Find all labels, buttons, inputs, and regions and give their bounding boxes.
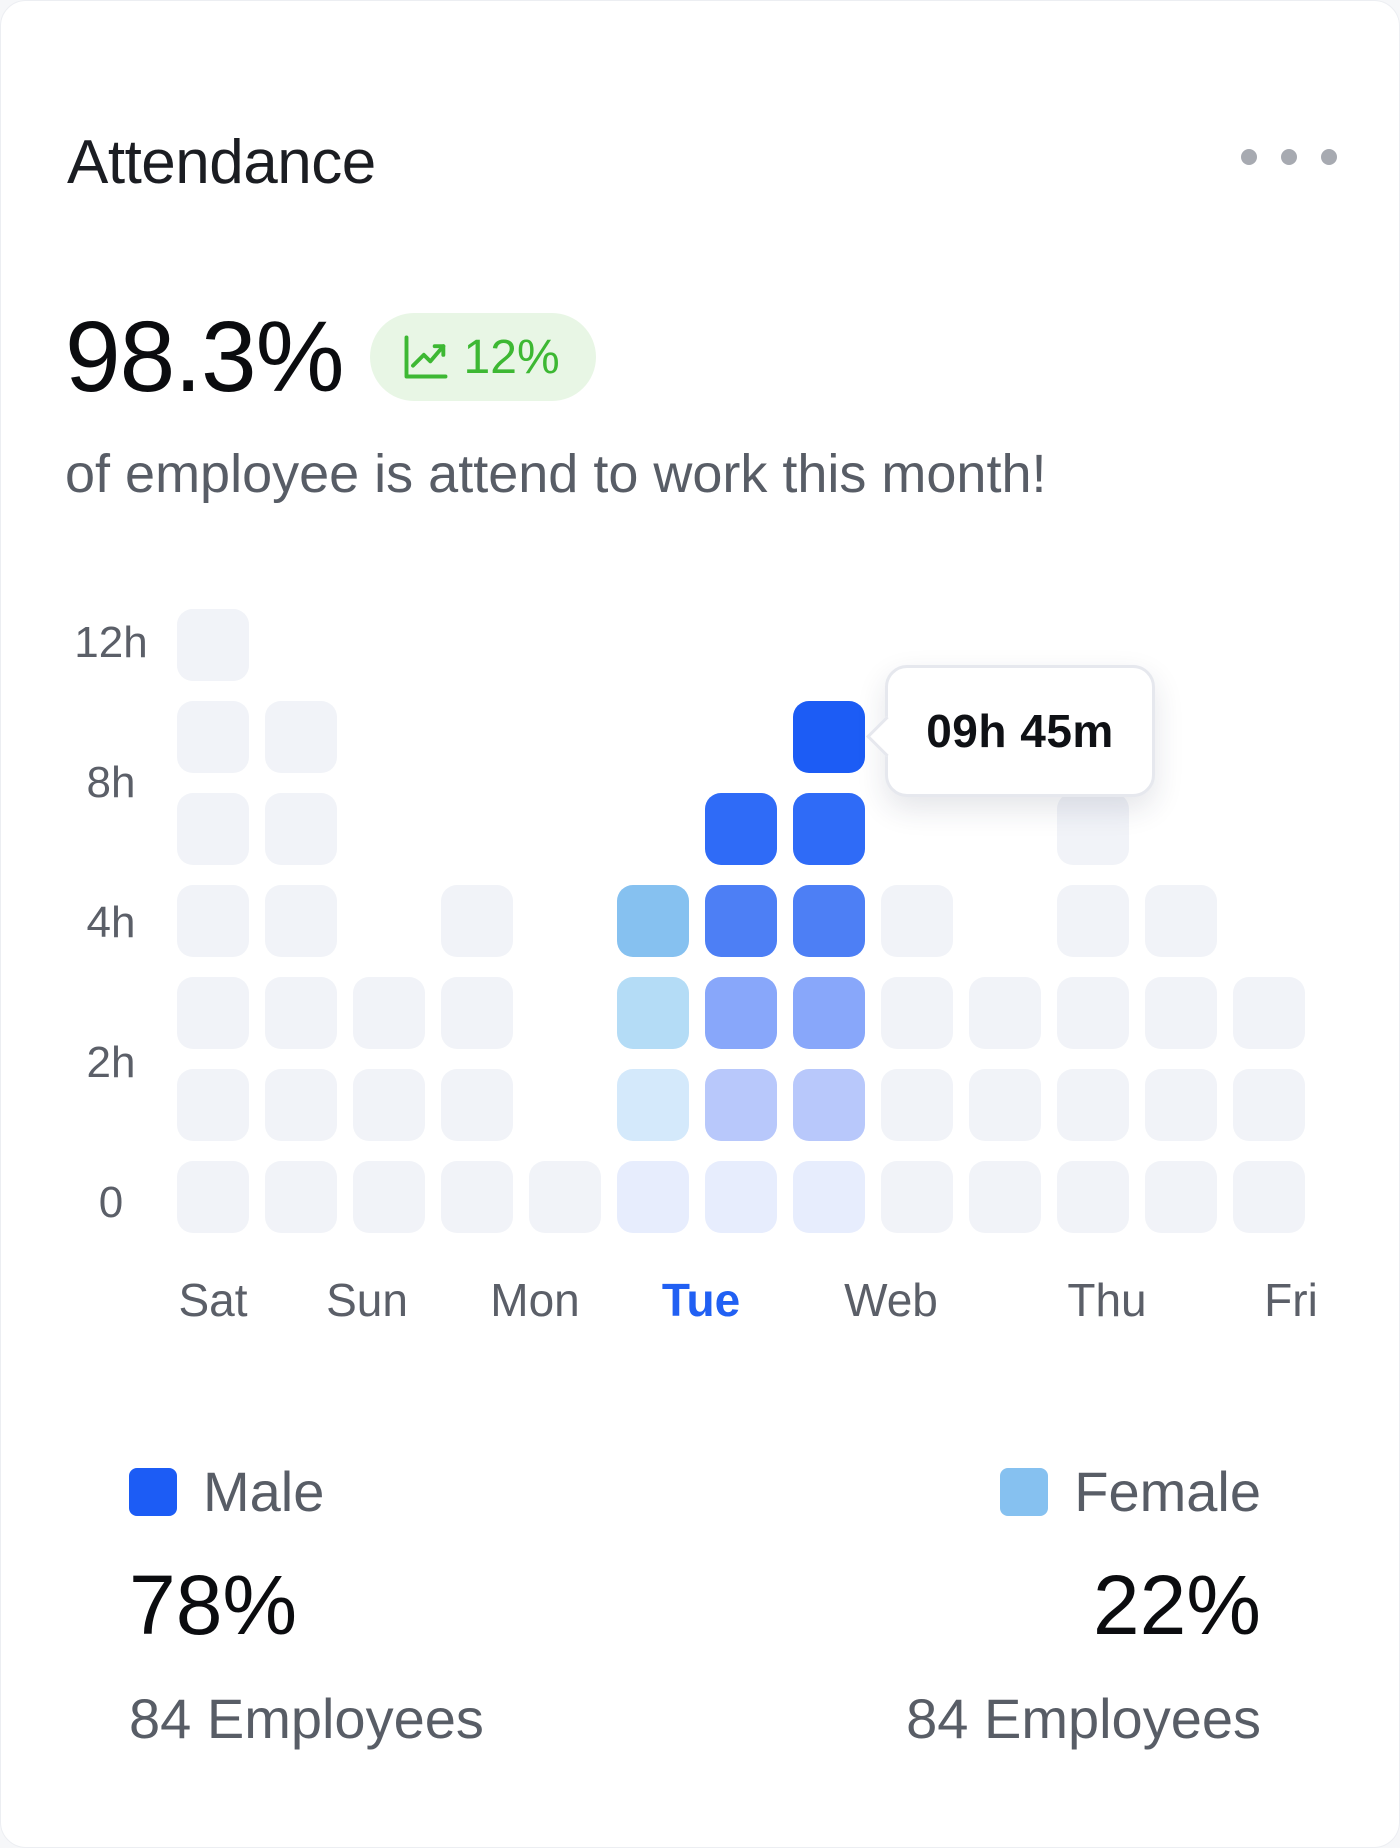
heatmap-cell[interactable] — [1145, 1161, 1217, 1233]
legend-male: Male — [129, 1459, 324, 1524]
heatmap-cell[interactable] — [441, 977, 513, 1049]
y-tick-label: 2h — [86, 1038, 136, 1087]
heatmap-cell[interactable] — [1233, 1069, 1305, 1141]
day-label-tue[interactable]: Tue — [661, 1274, 741, 1326]
heatmap-cell[interactable] — [441, 1069, 513, 1141]
heatmap-cell[interactable] — [177, 793, 249, 865]
heatmap-cell[interactable] — [969, 1161, 1041, 1233]
heatmap-cell[interactable] — [353, 1161, 425, 1233]
male-count: 84 Employees — [129, 1687, 484, 1750]
day-label-sun[interactable]: Sun — [326, 1274, 408, 1326]
heatmap-cell[interactable] — [353, 977, 425, 1049]
heatmap-cell[interactable] — [617, 885, 689, 957]
heatmap-cell[interactable] — [265, 885, 337, 957]
heatmap-cell[interactable] — [793, 885, 865, 957]
attendance-rate: 98.3% — [65, 301, 345, 413]
heatmap-cell[interactable] — [1057, 1161, 1129, 1233]
heatmap-cell[interactable] — [705, 1161, 777, 1233]
heatmap-cell[interactable] — [881, 885, 953, 957]
heatmap-cell[interactable] — [969, 977, 1041, 1049]
y-tick-label: 8h — [86, 758, 136, 807]
card-title: Attendance — [67, 128, 376, 197]
attendance-heatmap: 12h 8h 4h 2h 0 Sat Sun Mon Tue Web Thu Fri — [1, 591, 1400, 1341]
trend-value: 12% — [463, 330, 560, 384]
y-tick-label: 0 — [98, 1178, 124, 1227]
heatmap-cell[interactable] — [1233, 1161, 1305, 1233]
day-label-web[interactable]: Web — [844, 1274, 938, 1326]
heatmap-cell[interactable] — [1057, 977, 1129, 1049]
heatmap-cell[interactable] — [1057, 885, 1129, 957]
attendance-description: of employee is attend to work this month… — [65, 444, 1047, 504]
heatmap-cell[interactable] — [969, 1069, 1041, 1141]
heatmap-cell[interactable] — [1145, 977, 1217, 1049]
y-tick-label: 12h — [74, 618, 148, 667]
heatmap-cell[interactable] — [177, 701, 249, 773]
trend-up-icon — [404, 335, 447, 379]
heatmap-cell[interactable] — [265, 1069, 337, 1141]
heatmap-cell[interactable] — [881, 1161, 953, 1233]
female-count: 84 Employees — [906, 1687, 1261, 1750]
heatmap-cell[interactable] — [1057, 793, 1129, 865]
heatmap-cell[interactable] — [705, 977, 777, 1049]
heatmap-cell[interactable] — [705, 793, 777, 865]
heatmap-cell[interactable] — [793, 1161, 865, 1233]
heatmap-cell[interactable] — [1057, 1069, 1129, 1141]
heatmap-cell[interactable] — [177, 885, 249, 957]
male-percent: 78% — [129, 1558, 298, 1652]
heatmap-cell[interactable] — [793, 793, 865, 865]
heatmap-cell[interactable] — [705, 885, 777, 957]
male-swatch — [129, 1467, 177, 1516]
heatmap-cell[interactable] — [265, 977, 337, 1049]
heatmap-cell[interactable] — [265, 1161, 337, 1233]
y-tick-label: 4h — [86, 898, 136, 947]
legend-female: Female — [1000, 1459, 1261, 1524]
heatmap-cell[interactable] — [793, 977, 865, 1049]
chart-tooltip: 09h 45m — [885, 665, 1155, 797]
menu-dot — [1321, 149, 1337, 165]
heatmap-cell[interactable] — [1233, 977, 1305, 1049]
heatmap-cell[interactable] — [177, 1069, 249, 1141]
day-label-fri[interactable]: Fri — [1264, 1274, 1318, 1326]
attendance-summary: 98.3% 12% — [65, 301, 596, 413]
heatmap-cell[interactable] — [441, 885, 513, 957]
heatmap-cell[interactable] — [793, 701, 865, 773]
heatmap-cell[interactable] — [617, 1069, 689, 1141]
heatmap-cell[interactable] — [617, 977, 689, 1049]
trend-badge: 12% — [369, 313, 596, 401]
heatmap-cell[interactable] — [265, 701, 337, 773]
heatmap-cell[interactable] — [265, 793, 337, 865]
female-percent: 22% — [1092, 1558, 1261, 1652]
heatmap-cell[interactable] — [353, 1069, 425, 1141]
heatmap-cell[interactable] — [881, 977, 953, 1049]
female-label: Female — [1074, 1460, 1261, 1523]
menu-dot — [1241, 149, 1257, 165]
heatmap-cell[interactable] — [177, 609, 249, 681]
menu-dot — [1281, 149, 1297, 165]
day-label-sat[interactable]: Sat — [178, 1274, 248, 1326]
heatmap-cell[interactable] — [1145, 885, 1217, 957]
tooltip-value: 09h 45m — [926, 705, 1114, 757]
more-horizontal-icon[interactable] — [1241, 149, 1337, 165]
heatmap-cell[interactable] — [441, 1161, 513, 1233]
heatmap-cell[interactable] — [881, 1069, 953, 1141]
heatmap-cell[interactable] — [1145, 1069, 1217, 1141]
heatmap-cell[interactable] — [177, 977, 249, 1049]
heatmap-cell[interactable] — [529, 1161, 601, 1233]
heatmap-cell[interactable] — [617, 1161, 689, 1233]
male-label: Male — [203, 1460, 325, 1523]
day-label-mon[interactable]: Mon — [490, 1274, 580, 1326]
day-label-thu[interactable]: Thu — [1067, 1274, 1147, 1326]
heatmap-cell[interactable] — [705, 1069, 777, 1141]
female-swatch — [1000, 1467, 1049, 1516]
heatmap-cell[interactable] — [177, 1161, 249, 1233]
heatmap-cell[interactable] — [793, 1069, 865, 1141]
